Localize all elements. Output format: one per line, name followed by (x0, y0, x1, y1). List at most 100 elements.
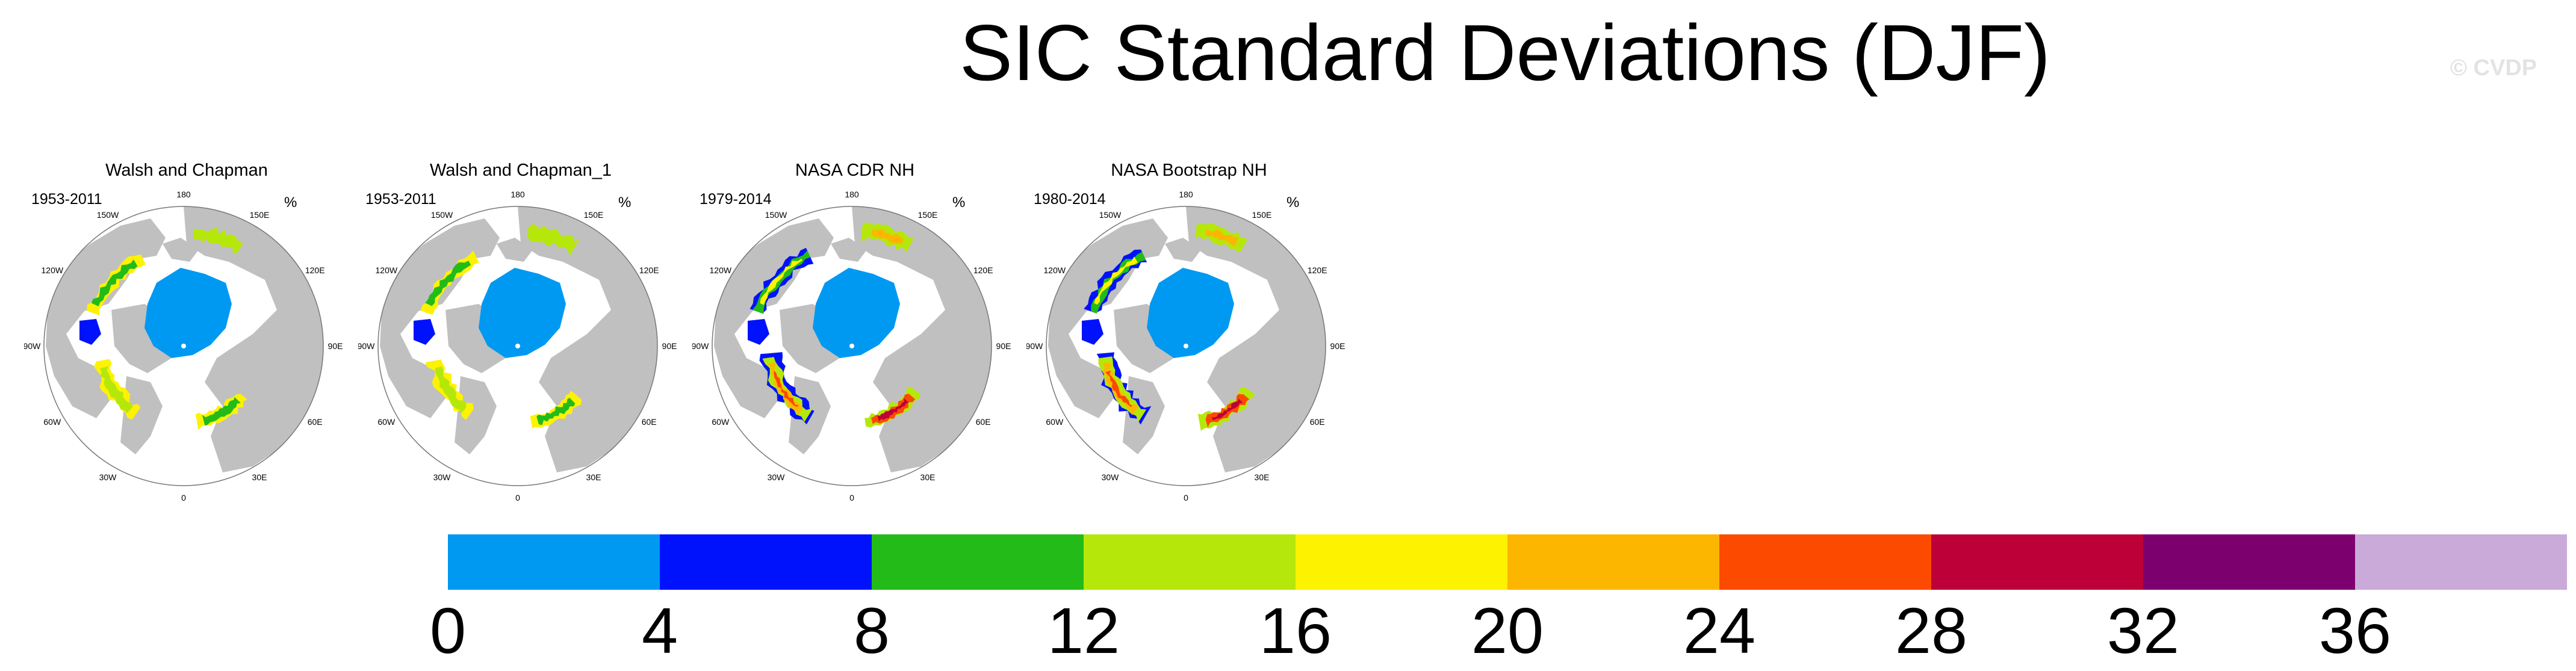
ice-variability-band (193, 227, 243, 255)
longitude-label: 60E (308, 417, 323, 427)
colorbar-label: 4 (641, 594, 678, 667)
arctic-ice-core (813, 268, 900, 358)
longitude-label: 30W (99, 472, 117, 482)
longitude-label: 30W (433, 472, 452, 482)
panel-period: 1980-2014 (1034, 191, 1106, 208)
panel-period: 1953-2011 (31, 191, 102, 208)
land-mass (831, 238, 867, 262)
colorbar-box (872, 534, 1084, 590)
land-mass (380, 218, 500, 418)
longitude-label: 30E (586, 472, 601, 482)
longitude-label: 0 (515, 493, 520, 502)
colorbar-label: 28 (1895, 594, 1968, 667)
land-mass (518, 206, 657, 472)
panel-title: Walsh and Chapman (105, 161, 268, 180)
ice-variability-band (1205, 229, 1239, 247)
land-mass (497, 238, 533, 262)
ice-variability-band (536, 397, 576, 425)
colorbar-label: 8 (853, 594, 890, 667)
longitude-label: 60W (712, 417, 730, 427)
longitude-label: 30E (920, 472, 936, 482)
longitude-label: 120W (376, 265, 398, 275)
longitude-label: 60E (642, 417, 657, 427)
panel-units: % (284, 194, 297, 211)
longitude-label: 150E (918, 210, 938, 220)
land-mass (46, 218, 166, 418)
longitude-label: 60W (43, 417, 61, 427)
ice-variability-band (1091, 252, 1146, 314)
map-panel: NASA CDR NH 1979-2014% 180 150E 120E 90E 60E 30… (692, 153, 1017, 502)
map-boundary (1046, 206, 1326, 486)
land-mass (1165, 238, 1201, 262)
longitude-label: 30W (768, 472, 786, 482)
longitude-label: 150E (584, 210, 604, 220)
land-mass (852, 206, 992, 472)
panel-units: % (1286, 194, 1300, 211)
north-pole (849, 344, 854, 348)
colorbar-label: 12 (1047, 594, 1120, 667)
ice-variability-band (877, 398, 909, 422)
longitude-label: 90W (358, 341, 375, 351)
colorbar-label: 36 (2318, 594, 2392, 667)
panel-title: NASA Bootstrap NH (1111, 161, 1267, 180)
map-boundary (43, 206, 324, 486)
longitude-label: 180 (511, 190, 525, 199)
polar-map: 180 150E 120E 90E 60E 30E 0 30W 60W 90W 120W 150W (692, 190, 1011, 502)
land-mass (1186, 206, 1326, 472)
longitude-label: 90E (996, 341, 1011, 351)
panel-title: Walsh and Chapman_1 (430, 161, 612, 180)
longitude-label: 150W (431, 210, 453, 220)
ice-variability-band (760, 258, 802, 305)
map-boundary (712, 206, 992, 486)
hudson-bay-ice (79, 319, 101, 345)
panel-period: 1979-2014 (700, 191, 772, 208)
longitude-label: 120E (639, 265, 659, 275)
longitude-label: 150E (250, 210, 270, 220)
longitude-label: 90W (692, 341, 709, 351)
map-panel: NASA Bootstrap NH 1980-2014% 180 150E 120E 90… (1026, 153, 1352, 502)
longitude-label: 60W (377, 417, 396, 427)
panel-units: % (618, 194, 632, 211)
ice-variability-band (1102, 362, 1139, 415)
colorbar-label: 20 (1471, 594, 1544, 667)
north-pole (515, 344, 520, 348)
hudson-bay-ice (414, 319, 435, 345)
longitude-label: 60E (1310, 417, 1325, 427)
ice-variability-band (1105, 370, 1132, 407)
longitude-label: 0 (181, 493, 186, 502)
land-mass (551, 352, 587, 382)
colorbar-label: 24 (1683, 594, 1756, 667)
polar-map: 180 150E 120E 90E 60E 30E 0 30W 60W 90W 120W 150W (1026, 190, 1345, 502)
panel-units: % (952, 194, 966, 211)
colorbar-box (1719, 534, 1931, 590)
ice-variability-band (91, 259, 138, 307)
longitude-label: 150W (1099, 210, 1122, 220)
ice-variability-band (435, 366, 467, 413)
ice-variability-band (202, 397, 241, 426)
colorbar-box (1296, 534, 1507, 590)
longitude-label: 150W (765, 210, 787, 220)
colorbar-box (1931, 534, 2143, 590)
main-title: SIC Standard Deviations (DJF) (960, 8, 2050, 97)
ice-variability-band (1211, 398, 1243, 421)
longitude-label: 60W (1046, 417, 1064, 427)
longitude-label: 150W (97, 210, 119, 220)
land-mass (163, 238, 199, 262)
colorbar-box (1507, 534, 1719, 590)
longitude-label: 30W (1102, 472, 1120, 482)
ice-variability-band (871, 229, 904, 244)
arctic-ice-core (479, 268, 566, 358)
north-pole (181, 344, 186, 348)
longitude-label: 90E (1330, 341, 1345, 351)
colorbar-box (2143, 534, 2355, 590)
north-pole (1184, 344, 1188, 348)
polar-map: 180 150E 120E 90E 60E 30E 0 30W 60W 90W 120W 150W (358, 190, 677, 502)
longitude-label: 120W (1044, 265, 1066, 275)
longitude-label: 180 (176, 190, 191, 199)
land-mass (714, 218, 834, 418)
colorbar-box (448, 534, 660, 590)
longitude-label: 90W (1026, 341, 1043, 351)
land-mass (1048, 218, 1168, 418)
land-mass (1219, 352, 1255, 382)
map-panel: Walsh and Chapman_1 1953-2011% 180 150E 120E… (358, 153, 683, 502)
